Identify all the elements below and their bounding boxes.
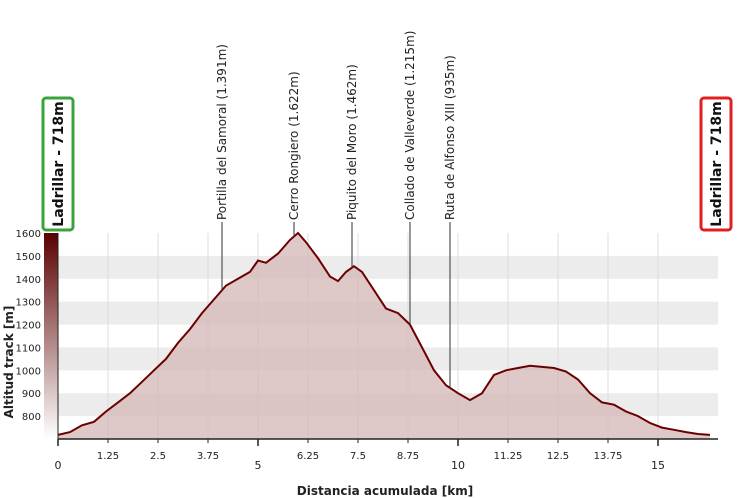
x-tick-label: 10 bbox=[451, 459, 465, 472]
x-tick-label: 15 bbox=[651, 459, 665, 472]
y-tick-label: 1300 bbox=[16, 298, 41, 309]
waypoint-annotations: Portilla del Samoral (1.391m) Cerro Rongi… bbox=[215, 31, 457, 388]
x-tick-label: 0 bbox=[55, 459, 62, 472]
waypoint-label: Cerro Rongiero (1.622m) bbox=[287, 71, 301, 220]
elevation-color-bar bbox=[44, 233, 58, 439]
y-tick-label: 1100 bbox=[16, 343, 41, 354]
waypoint-label: Portilla del Samoral (1.391m) bbox=[215, 44, 229, 220]
x-tick-label: 13.75 bbox=[594, 451, 623, 462]
x-tick-label: 7.5 bbox=[350, 451, 366, 462]
end-label: Ladrillar - 718m bbox=[709, 101, 725, 226]
x-tick-label: 8.75 bbox=[397, 451, 419, 462]
waypoint-label: Piquito del Moro (1.462m) bbox=[345, 64, 359, 220]
x-tick-label: 3.75 bbox=[197, 451, 219, 462]
profile-line bbox=[57, 231, 711, 436]
x-tick-label: 2.5 bbox=[150, 451, 166, 462]
grid-band bbox=[58, 255, 718, 279]
y-tick-label: 800 bbox=[22, 412, 41, 423]
x-tick-label: 5 bbox=[255, 459, 262, 472]
start-label-box: Ladrillar - 718m bbox=[41, 96, 75, 232]
waypoint-label: Ruta de Alfonso XIII (935m) bbox=[443, 55, 457, 220]
y-tick-label: 1500 bbox=[16, 252, 41, 263]
profile-area bbox=[58, 233, 710, 439]
y-tick-label: 1000 bbox=[16, 366, 41, 377]
x-tick-label: 12.5 bbox=[547, 451, 569, 462]
y-tick-labels: 800 900 1000 1100 1200 1300 1400 1500 1600 bbox=[16, 229, 41, 423]
x-tick-labels: 0 1.25 2.5 3.75 5 6.25 7.5 8.75 10 11.25 12.5 13.75… bbox=[55, 439, 665, 472]
x-tick-label: 11.25 bbox=[494, 451, 523, 462]
end-label-box: Ladrillar - 718m bbox=[699, 96, 733, 232]
x-axis-title: Distancia acumulada [km] bbox=[297, 484, 473, 498]
y-axis-title: Altitud track [m] bbox=[2, 306, 16, 419]
y-tick-label: 1400 bbox=[16, 275, 41, 286]
y-tick-label: 1600 bbox=[16, 229, 41, 240]
start-label: Ladrillar - 718m bbox=[51, 101, 67, 226]
waypoint-label: Collado de Valleverde (1.215m) bbox=[403, 31, 417, 220]
x-tick-label: 6.25 bbox=[297, 451, 319, 462]
y-tick-label: 900 bbox=[22, 389, 41, 400]
x-tick-label: 1.25 bbox=[97, 451, 119, 462]
y-tick-label: 1200 bbox=[16, 321, 41, 332]
